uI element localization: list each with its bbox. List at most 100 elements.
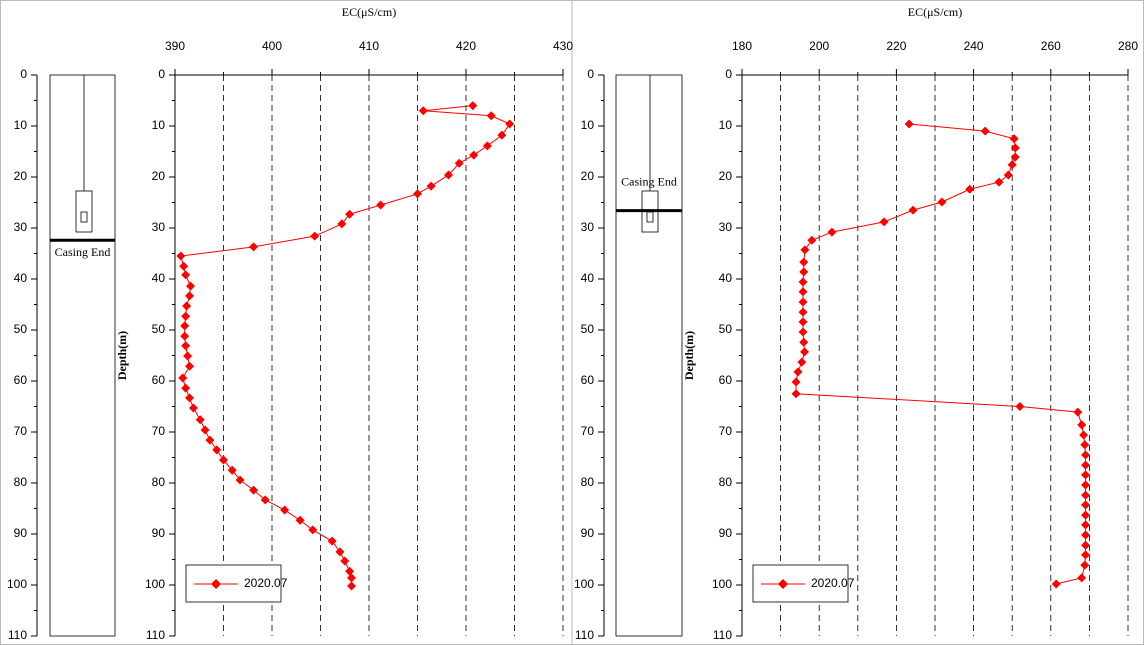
ec-marker: [468, 101, 478, 111]
well-y-tick-label: 10: [581, 118, 595, 132]
y-axis-title: Depth(m): [115, 331, 129, 380]
ec-marker: [1081, 450, 1091, 460]
x-tick-label: 180: [732, 39, 752, 53]
ec-marker: [1081, 500, 1091, 510]
legend-marker: [778, 579, 788, 589]
well-y-tick-label: 0: [20, 67, 27, 81]
ec-marker: [181, 383, 191, 393]
ec-marker: [183, 351, 193, 361]
y-tick-label: 20: [152, 169, 166, 183]
well-y-tick-label: 80: [14, 475, 28, 489]
ec-marker: [181, 341, 191, 351]
ec-marker: [340, 556, 350, 566]
y-tick-label: 70: [719, 424, 733, 438]
ec-marker: [178, 373, 188, 383]
ec-marker: [1007, 160, 1017, 170]
well-body: [49, 74, 116, 637]
y-tick-label: 20: [719, 169, 733, 183]
well-body: [615, 74, 683, 637]
well-y-tick-label: 70: [581, 424, 595, 438]
well-y-tick-label: 100: [7, 577, 27, 591]
ec-marker: [185, 291, 195, 301]
ec-marker: [1010, 143, 1020, 153]
y-tick-label: 10: [719, 118, 733, 132]
ec-marker: [486, 111, 496, 121]
ec-marker: [249, 485, 259, 495]
ec-marker: [308, 525, 318, 535]
y-tick-label: 0: [158, 67, 165, 81]
well-y-tick-label: 80: [581, 475, 595, 489]
ec-marker: [904, 119, 914, 129]
ec-marker: [1015, 402, 1025, 411]
well-y-tick-label: 90: [581, 526, 595, 540]
legend-label: 2020.07: [811, 576, 855, 590]
ec-marker: [797, 357, 807, 367]
ec-marker: [1051, 579, 1061, 589]
x-tick-label: 430: [553, 39, 573, 53]
x-tick-label: 260: [1041, 39, 1061, 53]
y-tick-label: 90: [719, 526, 733, 540]
ec-marker: [200, 425, 210, 435]
ec-marker: [994, 177, 1004, 187]
y-tick-label: 50: [152, 322, 166, 336]
x-tick-label: 220: [886, 39, 906, 53]
ec-marker: [195, 415, 205, 425]
ec-marker: [185, 393, 195, 403]
y-tick-label: 50: [719, 322, 733, 336]
ec-marker: [469, 150, 479, 160]
ec-marker: [347, 573, 357, 583]
well-y-tick-label: 60: [14, 373, 28, 387]
casing-end-label: Casing End: [55, 245, 111, 259]
ec-marker: [444, 170, 454, 180]
well-sensor: [80, 211, 88, 223]
ec-line: [180, 105, 511, 587]
well-y-tick-label: 110: [575, 628, 594, 642]
ec-marker: [798, 277, 808, 287]
ec-marker: [235, 475, 245, 485]
y-tick-label: 80: [719, 475, 733, 489]
well-y-tick-label: 100: [574, 577, 594, 591]
y-tick-label: 0: [725, 67, 732, 81]
y-tick-label: 30: [719, 220, 733, 234]
x-axis-title: EC(μS/cm): [908, 5, 962, 19]
ec-marker: [180, 331, 190, 341]
x-tick-label: 410: [359, 39, 379, 53]
ec-marker: [1080, 560, 1090, 570]
ec-marker: [186, 281, 196, 291]
well-y-tick-label: 20: [14, 169, 28, 183]
ec-marker: [799, 337, 809, 347]
ec-marker: [347, 581, 357, 591]
ec-marker: [181, 311, 191, 321]
ec-marker: [182, 301, 192, 311]
x-tick-label: 400: [262, 39, 282, 53]
ec-marker: [176, 251, 186, 261]
well-y-tick-label: 40: [14, 271, 28, 285]
x-tick-label: 280: [1118, 39, 1138, 53]
ec-marker: [793, 367, 803, 377]
ec-marker: [454, 158, 464, 168]
well-y-tick-label: 110: [8, 628, 27, 642]
ec-marker: [505, 119, 515, 129]
ec-marker: [798, 287, 808, 297]
y-tick-label: 100: [145, 577, 165, 591]
ec-marker: [376, 200, 386, 210]
ec-marker: [327, 536, 337, 546]
ec-marker: [791, 389, 801, 399]
well-y-tick-label: 40: [581, 271, 595, 285]
ec-marker: [219, 455, 228, 465]
well-y-tick-label: 50: [14, 322, 28, 336]
ec-marker: [227, 465, 237, 475]
ec-marker: [1081, 490, 1091, 500]
ec-marker: [1077, 420, 1087, 430]
ec-marker: [188, 403, 198, 413]
ec-marker: [879, 217, 889, 227]
ec-marker: [807, 235, 817, 245]
well-screen: [75, 190, 93, 233]
ec-marker: [345, 209, 355, 219]
well-y-tick-label: 30: [14, 220, 28, 234]
ec-marker: [179, 261, 189, 271]
y-tick-label: 110: [713, 628, 732, 642]
ec-marker: [937, 197, 947, 207]
y-tick-label: 60: [152, 373, 166, 387]
ec-marker: [798, 307, 808, 317]
